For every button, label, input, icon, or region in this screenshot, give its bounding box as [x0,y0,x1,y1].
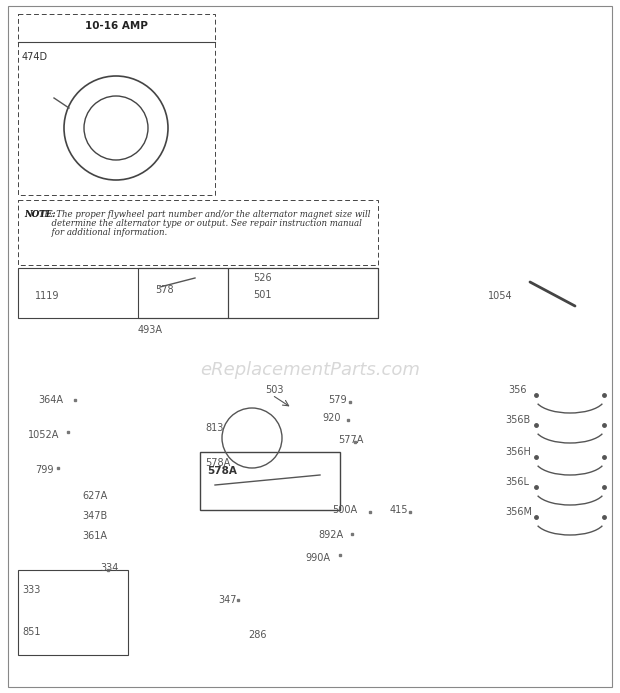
Text: 799: 799 [35,465,53,475]
Text: 347: 347 [218,595,236,605]
Text: 578A: 578A [205,458,230,468]
Text: NOTE:: NOTE: [24,210,56,219]
Text: 333: 333 [22,585,40,595]
Bar [18,268,378,318]
Text: 361A: 361A [82,531,107,541]
Bar [18,570,128,655]
Text: 356: 356 [508,385,526,395]
Text: 503: 503 [265,385,283,395]
Text: for additional information.: for additional information. [24,228,167,237]
Text: 578A: 578A [207,466,237,476]
Text: 356M: 356M [505,507,532,517]
Bar [18,14,215,195]
Text: 1052A: 1052A [28,430,60,440]
Text: eReplacementParts.com: eReplacementParts.com [200,361,420,379]
Text: 627A: 627A [82,491,107,501]
Text: 579: 579 [328,395,347,405]
Text: 347B: 347B [82,511,107,521]
Bar [138,268,228,318]
Text: 415: 415 [390,505,409,515]
Text: NOTE: The proper flywheel part number and/or the alternator magnet size will: NOTE: The proper flywheel part number an… [24,210,371,219]
Text: 920: 920 [322,413,340,423]
Text: 1119: 1119 [35,291,60,301]
Text: 356L: 356L [505,477,529,487]
Text: 578: 578 [155,285,174,295]
Text: 526: 526 [253,273,272,283]
Text: 501: 501 [253,290,272,300]
Text: 1054: 1054 [488,291,513,301]
Bar [200,452,340,510]
Text: 364A: 364A [38,395,63,405]
Text: 500A: 500A [332,505,357,515]
Text: 892A: 892A [318,530,343,540]
Text: 474D: 474D [22,52,48,62]
Bar [228,268,378,318]
Text: 851: 851 [22,627,40,637]
Bar [18,200,378,265]
Text: 990A: 990A [305,553,330,563]
Text: 10-16 AMP: 10-16 AMP [84,21,148,31]
Text: 334: 334 [100,563,118,573]
Text: 813: 813 [205,423,223,433]
Text: 286: 286 [248,630,267,640]
Text: 356H: 356H [505,447,531,457]
Text: 577A: 577A [338,435,363,445]
Text: determine the alternator type or output. See repair instruction manual: determine the alternator type or output.… [24,219,362,228]
Text: 493A: 493A [138,325,163,335]
Text: 356B: 356B [505,415,530,425]
